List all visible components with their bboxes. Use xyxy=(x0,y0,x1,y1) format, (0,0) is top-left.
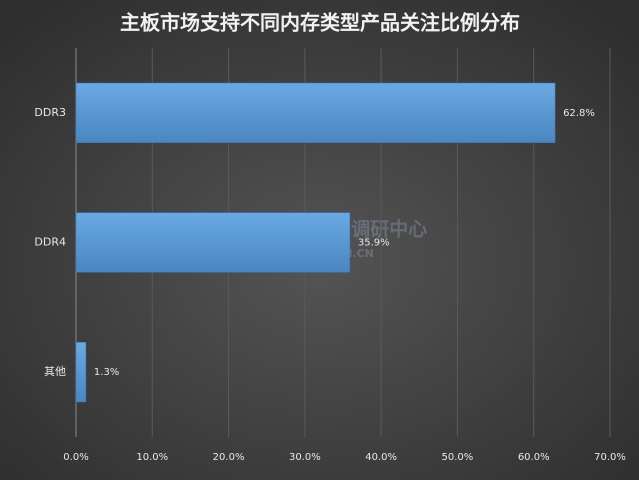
bar xyxy=(75,82,556,143)
x-tick-label: 50.0% xyxy=(442,452,474,463)
x-tick-label: 70.0% xyxy=(594,452,626,463)
x-tick-label: 30.0% xyxy=(289,452,321,463)
x-tick-label: 10.0% xyxy=(136,452,168,463)
y-tick-label: 其他 xyxy=(44,365,66,378)
data-label: 35.9% xyxy=(358,238,390,249)
data-label: 1.3% xyxy=(94,367,119,378)
data-label: 62.8% xyxy=(563,108,595,119)
chart-title: 主板市场支持不同内存类型产品关注比例分布 xyxy=(120,11,520,35)
x-tick-label: 40.0% xyxy=(365,452,397,463)
y-tick-label: DDR3 xyxy=(34,106,66,119)
y-tick-label: DDR4 xyxy=(34,236,66,249)
bar xyxy=(75,212,351,273)
x-tick-label: 60.0% xyxy=(518,452,550,463)
x-tick-label: 20.0% xyxy=(213,452,245,463)
x-tick-label: 0.0% xyxy=(63,452,88,463)
bar xyxy=(75,342,87,403)
